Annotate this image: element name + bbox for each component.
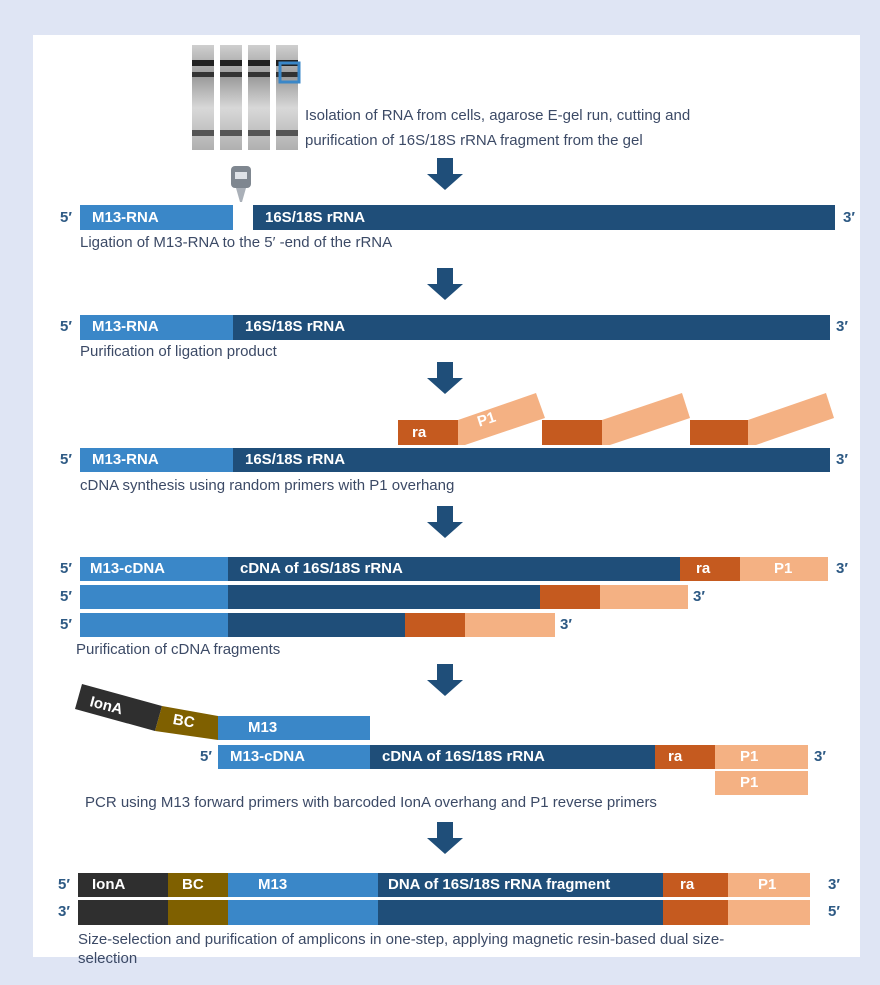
segment-label: P1 [758,876,776,893]
random-primer [398,420,458,445]
end-label: 3′ [843,209,855,226]
segment-label: cDNA of 16S/18S rRNA [382,748,545,765]
segment-label: ra [668,748,683,765]
diagram: Isolation of RNA from cells, agarose E-g… [0,0,880,985]
segment-label: M13-RNA [92,318,159,335]
end-label: 5′ [200,748,212,765]
p1-reverse-primer [715,771,808,795]
end-label: 3′ [58,903,70,920]
segment-label: P1 [740,774,758,791]
random-primer [542,420,602,445]
end-label: 5′ [60,451,72,468]
segment-label: ra [412,424,427,441]
segment-label: M13-cDNA [230,748,305,765]
caption: Isolation of RNA from cells, agarose E-g… [305,107,690,124]
end-label: 3′ [836,560,848,577]
m13-primer [218,716,370,740]
segment-label: IonA [92,876,125,893]
random-primer [690,420,748,445]
end-label: 3′ [836,318,848,335]
segment-label: P1 [740,748,758,765]
segment-label: DNA of 16S/18S rRNA fragment [388,876,610,893]
end-label: 3′ [828,876,840,893]
end-label: 5′ [58,876,70,893]
end-label: 3′ [814,748,826,765]
segment-label: M13-RNA [92,209,159,226]
segment-label: P1 [774,560,792,577]
end-label: 5′ [60,209,72,226]
caption: Purification of ligation product [80,343,278,360]
end-label: 5′ [828,903,840,920]
end-label: 5′ [60,560,72,577]
caption: selection [78,950,137,967]
caption: cDNA synthesis using random primers with… [80,477,454,494]
caption: Size-selection and purification of ampli… [78,931,724,948]
segment-label: 16S/18S rRNA [245,451,345,468]
segment-label: M13-cDNA [90,560,165,577]
segment-label: M13-RNA [92,451,159,468]
segment-label: M13 [258,876,287,893]
caption: PCR using M13 forward primers with barco… [85,794,657,811]
segment-label: ra [680,876,695,893]
end-label: 3′ [693,588,705,605]
end-label: 5′ [60,318,72,335]
end-label: 5′ [60,616,72,633]
segment-label: BC [182,876,204,893]
segment-label: cDNA of 16S/18S rRNA [240,560,403,577]
page: { "step1": {"caption_lines": ["Isolation… [0,0,880,985]
ra-segment [655,745,715,769]
caption: purification of 16S/18S rRNA fragment fr… [305,132,643,149]
segment-label: 16S/18S rRNA [245,318,345,335]
end-label: 3′ [836,451,848,468]
segment-label: 16S/18S rRNA [265,209,365,226]
segment-label: M13 [248,719,277,736]
end-label: 5′ [60,588,72,605]
p1-segment [715,745,808,769]
end-label: 3′ [560,616,572,633]
caption: Purification of cDNA fragments [76,641,280,658]
segment-label: ra [696,560,711,577]
caption: Ligation of M13-RNA to the 5′ -end of th… [80,234,392,251]
